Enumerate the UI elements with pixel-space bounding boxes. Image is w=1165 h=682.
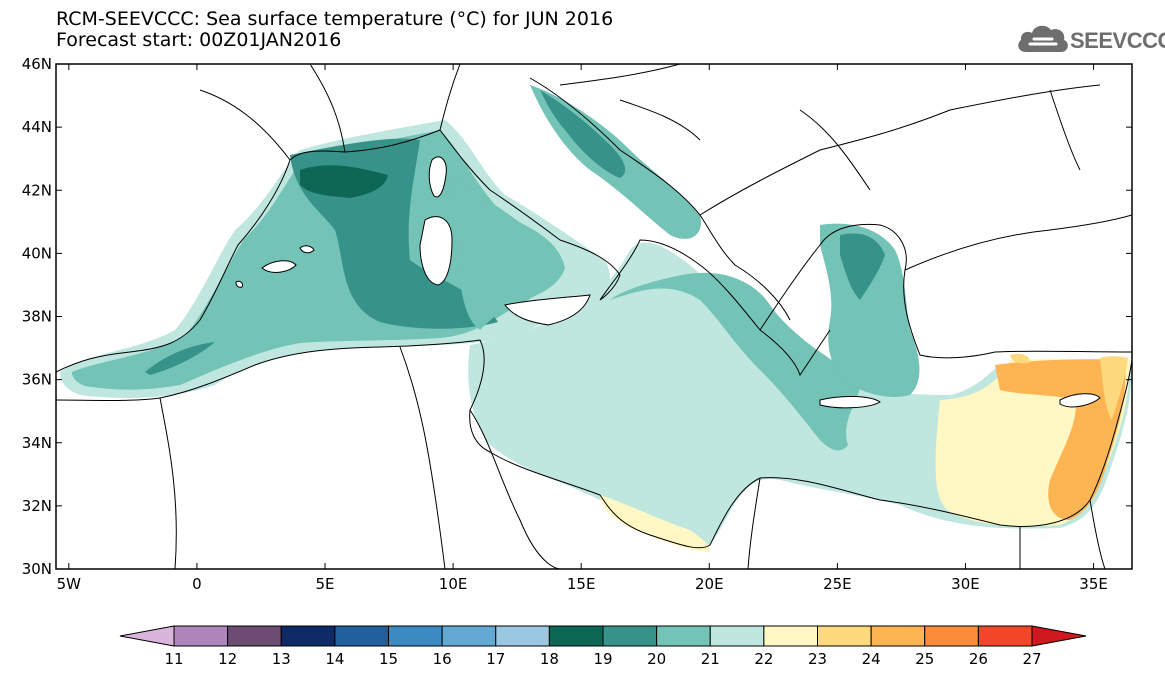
colorbar-label: 12 bbox=[218, 650, 237, 668]
colorbar-label: 22 bbox=[754, 650, 773, 668]
colorbar-label: 25 bbox=[915, 650, 934, 668]
colorbar-bin bbox=[924, 625, 979, 647]
forecast-start-subtitle: Forecast start: 00Z01JAN2016 bbox=[56, 29, 342, 51]
colorbar-label: 23 bbox=[808, 650, 827, 668]
lon-tick-label: 5E bbox=[315, 575, 334, 593]
colorbar-bin bbox=[388, 625, 443, 647]
lat-tick-label: 38N bbox=[22, 308, 52, 326]
colorbar-label: 19 bbox=[593, 650, 612, 668]
lat-tick-label: 34N bbox=[22, 434, 52, 452]
colorbar-bin bbox=[227, 625, 282, 647]
colorbar-label: 15 bbox=[379, 650, 398, 668]
colorbar-bin bbox=[602, 625, 658, 647]
colorbar-label: 20 bbox=[647, 650, 666, 668]
colorbar-label: 11 bbox=[164, 650, 183, 668]
lon-tick-label: 10E bbox=[439, 575, 468, 593]
colorbar-label: 16 bbox=[433, 650, 452, 668]
latitude-axis: 46N 44N 42N 40N 38N 36N 34N 32N 30N bbox=[22, 55, 1132, 578]
lat-tick-label: 36N bbox=[22, 371, 52, 389]
cloud-icon bbox=[1018, 25, 1068, 52]
colorbar-label: 27 bbox=[1022, 650, 1041, 668]
colorbar-bin bbox=[977, 625, 1033, 647]
lat-tick-label: 46N bbox=[22, 55, 52, 73]
colorbar-bin bbox=[334, 625, 389, 647]
colorbar-label: 17 bbox=[486, 650, 505, 668]
colorbar-bin bbox=[656, 625, 711, 647]
map-title: RCM-SEEVCCC: Sea surface temperature (°C… bbox=[56, 8, 614, 30]
colorbar-bin bbox=[548, 625, 604, 647]
colorbar-bin bbox=[870, 625, 926, 647]
lat-tick-label: 40N bbox=[22, 244, 52, 262]
colorbar-bin bbox=[763, 625, 818, 647]
colorbar-bin bbox=[173, 625, 229, 647]
colorbar-label: 24 bbox=[862, 650, 881, 668]
colorbar-bin bbox=[1031, 625, 1087, 647]
lon-tick-label: 20E bbox=[695, 575, 724, 593]
colorbar-bin bbox=[119, 625, 175, 647]
lat-tick-label: 32N bbox=[22, 497, 52, 515]
colorbar-bin bbox=[280, 625, 336, 647]
colorbar-label: 21 bbox=[701, 650, 720, 668]
colorbar-bin bbox=[817, 625, 872, 647]
colorbar-bin bbox=[441, 625, 497, 647]
colorbar-bin bbox=[495, 625, 550, 647]
sea-surface-shading bbox=[60, 85, 1131, 552]
longitude-axis: 5W 0 5E 10E 15E 20E 25E 30E 35E bbox=[57, 64, 1108, 593]
colorbar-label: 14 bbox=[325, 650, 344, 668]
sst-map: 5W 0 5E 10E 15E 20E 25E 30E 35E 46N 44N 42N 40N 38N 3… bbox=[22, 55, 1133, 593]
logo-text: SEEVCCC bbox=[1070, 28, 1165, 53]
colorbar-label: 26 bbox=[969, 650, 988, 668]
lat-tick-label: 42N bbox=[22, 181, 52, 199]
seevccc-logo: SEEVCCC bbox=[1016, 22, 1165, 58]
lon-tick-label: 0 bbox=[192, 575, 202, 593]
lon-tick-label: 35E bbox=[1079, 575, 1108, 593]
colorbar-bin bbox=[709, 625, 765, 647]
coastlines-and-borders bbox=[56, 64, 1132, 569]
lat-tick-label: 30N bbox=[22, 560, 52, 578]
colorbar-label: 18 bbox=[540, 650, 559, 668]
lon-tick-label: 5W bbox=[57, 575, 82, 593]
lat-tick-label: 44N bbox=[22, 118, 52, 136]
lon-tick-label: 15E bbox=[567, 575, 596, 593]
colorbar-label: 13 bbox=[272, 650, 291, 668]
lon-tick-label: 30E bbox=[951, 575, 980, 593]
colorbar: 11 12 13 14 15 16 17 18 19 20 21 22 23 24 25 26 27 bbox=[119, 625, 1087, 668]
lon-tick-label: 25E bbox=[823, 575, 852, 593]
